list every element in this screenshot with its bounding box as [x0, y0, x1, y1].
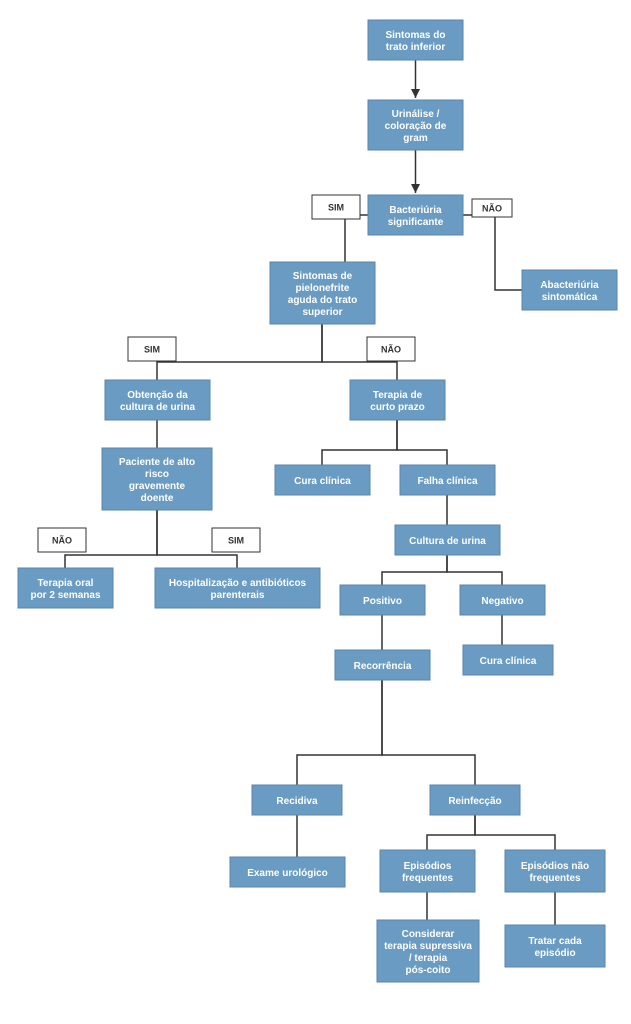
nodes: Sintomas dotrato inferiorUrinálise /colo…: [18, 20, 617, 982]
node-text-negativo: Negativo: [481, 596, 523, 607]
node-text-exame_uro: Exame urológico: [247, 868, 328, 879]
node-text-recorrencia: Recorrência: [354, 661, 412, 672]
node-text-tratar_cada: Tratar cadaepisódio: [528, 936, 582, 959]
node-text-cultura_urina: Cultura de urina: [409, 536, 486, 547]
node-text-abacteriuria: Abacteriúriasintomática: [540, 280, 599, 303]
node-text-falha_clinica: Falha clínica: [417, 476, 477, 487]
label-text-nao1: NÃO: [482, 203, 502, 213]
node-text-cura_clinica1: Cura clínica: [294, 476, 351, 487]
node-text-ep_nao_freq: Episódios nãofrequentes: [521, 861, 589, 884]
node-text-obtencao: Obtenção dacultura de urina: [120, 390, 195, 413]
flowchart: SIMNÃOSIMNÃONÃOSIMSintomas dotrato infer…: [0, 0, 631, 1024]
node-text-bacteriuria: Bacteriúriasignificante: [388, 205, 444, 228]
label-text-sim3: SIM: [228, 535, 244, 545]
node-text-terapia_curto: Terapia decurto prazo: [370, 390, 424, 413]
label-text-sim2: SIM: [144, 344, 160, 354]
label-text-nao3: NÃO: [52, 535, 72, 545]
label-text-sim1: SIM: [328, 202, 344, 212]
node-text-terapia_oral: Terapia oralpor 2 semanas: [30, 578, 100, 601]
node-text-sintomas_trato: Sintomas dotrato inferior: [385, 30, 445, 53]
node-text-ep_freq: Episódiosfrequentes: [402, 861, 454, 884]
label-text-nao2: NÃO: [381, 344, 401, 354]
node-text-positivo: Positivo: [363, 596, 402, 607]
node-text-cura_clinica2: Cura clínica: [480, 656, 537, 667]
node-text-reinfeccao: Reinfecção: [448, 796, 501, 807]
node-text-recidiva: Recidiva: [276, 796, 318, 807]
